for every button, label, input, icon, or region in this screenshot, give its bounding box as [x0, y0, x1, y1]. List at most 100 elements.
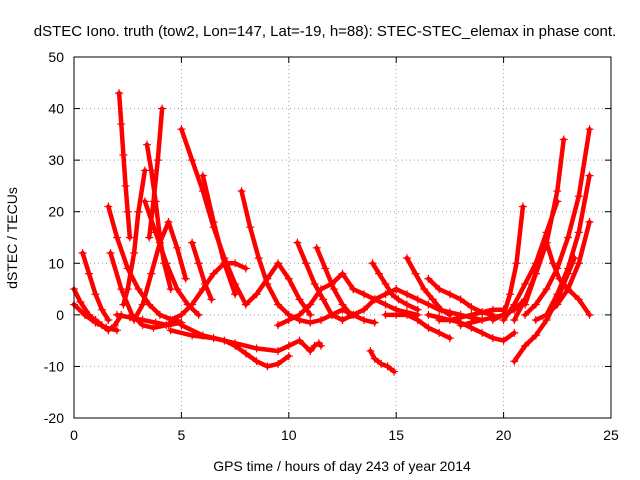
data-point-marker [231, 259, 240, 268]
data-point-marker [413, 295, 422, 304]
data-point-marker [121, 181, 130, 190]
data-point-marker [117, 285, 126, 294]
data-point-marker [194, 259, 203, 268]
data-point-marker [349, 285, 358, 294]
data-point-marker [456, 321, 465, 330]
data-point-marker [106, 248, 115, 257]
data-point-marker [435, 316, 444, 325]
series-arc-20 [306, 339, 326, 355]
series-line [144, 142, 173, 292]
data-point-marker [319, 295, 328, 304]
data-point-marker [252, 290, 261, 299]
data-point-marker [317, 285, 326, 294]
data-point-marker [321, 264, 330, 273]
data-point-marker [284, 274, 293, 283]
series-arc-33 [381, 310, 454, 343]
data-point-marker [553, 300, 562, 309]
series-line [340, 286, 399, 323]
data-point-marker [155, 310, 164, 319]
data-point-marker [317, 341, 326, 350]
data-point-marker [435, 285, 444, 294]
data-point-marker [104, 202, 113, 211]
data-point-marker [368, 259, 377, 268]
data-point-marker [188, 300, 197, 309]
y-tick-label: -20 [44, 410, 64, 426]
data-point-marker [510, 316, 519, 325]
data-point-marker [177, 321, 186, 330]
data-point-marker [435, 305, 444, 314]
data-point-marker [284, 316, 293, 325]
data-point-marker [555, 274, 564, 283]
data-point-marker [499, 336, 508, 345]
data-point-marker [424, 323, 433, 332]
data-point-marker [241, 300, 250, 309]
data-point-marker [488, 305, 497, 314]
data-point-marker [413, 305, 422, 314]
data-point-marker [327, 310, 336, 319]
series-arc-05 [115, 89, 134, 242]
x-tick-label: 20 [496, 427, 512, 443]
series-line [368, 348, 397, 374]
data-point-marker [181, 274, 190, 283]
data-point-marker [252, 357, 261, 366]
data-point-marker [402, 290, 411, 299]
data-point-marker [207, 295, 216, 304]
data-point-marker [506, 290, 515, 299]
data-point-marker [390, 367, 399, 376]
data-point-marker [209, 218, 218, 227]
y-tick-label: -10 [44, 358, 64, 374]
data-point-marker [435, 328, 444, 337]
data-point-marker [428, 295, 437, 304]
series-line [116, 90, 133, 240]
y-tick-label: 0 [56, 307, 64, 323]
series-line [533, 219, 592, 323]
data-point-marker [274, 321, 283, 330]
data-point-marker [542, 285, 551, 294]
data-point-marker [531, 331, 540, 340]
data-point-marker [366, 346, 375, 355]
data-point-marker [125, 233, 134, 242]
x-tick-label: 10 [281, 427, 297, 443]
data-point-marker [231, 290, 240, 299]
data-point-marker [402, 300, 411, 309]
data-point-marker [162, 259, 171, 268]
y-axis-label: dSTEC / TECUs [4, 187, 20, 289]
x-tick-label: 5 [178, 427, 186, 443]
data-point-marker [329, 285, 338, 294]
data-point-marker [115, 89, 124, 98]
data-point-marker [164, 321, 173, 330]
series-line [308, 340, 324, 354]
data-point-marker [518, 202, 527, 211]
x-tick-label: 25 [603, 427, 619, 443]
data-point-marker [394, 295, 403, 304]
data-point-marker [375, 269, 384, 278]
data-point-marker [246, 223, 255, 232]
data-point-marker [564, 233, 573, 242]
data-point-marker [306, 300, 315, 309]
data-point-marker [531, 316, 540, 325]
data-point-marker [310, 279, 319, 288]
data-point-marker [143, 140, 152, 149]
series-arc-45 [521, 238, 594, 319]
data-point-marker [188, 238, 197, 247]
data-point-marker [166, 326, 175, 335]
data-point-marker [284, 352, 293, 361]
data-point-marker [151, 228, 160, 237]
data-point-marker [467, 303, 476, 312]
data-point-marker [574, 228, 583, 237]
data-point-marker [263, 362, 272, 371]
data-point-marker [467, 310, 476, 319]
data-point-marker [306, 310, 315, 319]
data-point-marker [301, 259, 310, 268]
data-point-marker [198, 285, 207, 294]
data-point-marker [456, 295, 465, 304]
data-point-marker [274, 259, 283, 268]
data-point-marker [585, 125, 594, 134]
data-point-marker [123, 207, 132, 216]
data-point-marker [134, 285, 143, 294]
data-point-marker [585, 218, 594, 227]
data-point-marker [424, 310, 433, 319]
data-point-marker [467, 318, 476, 327]
data-point-marker [237, 187, 246, 196]
